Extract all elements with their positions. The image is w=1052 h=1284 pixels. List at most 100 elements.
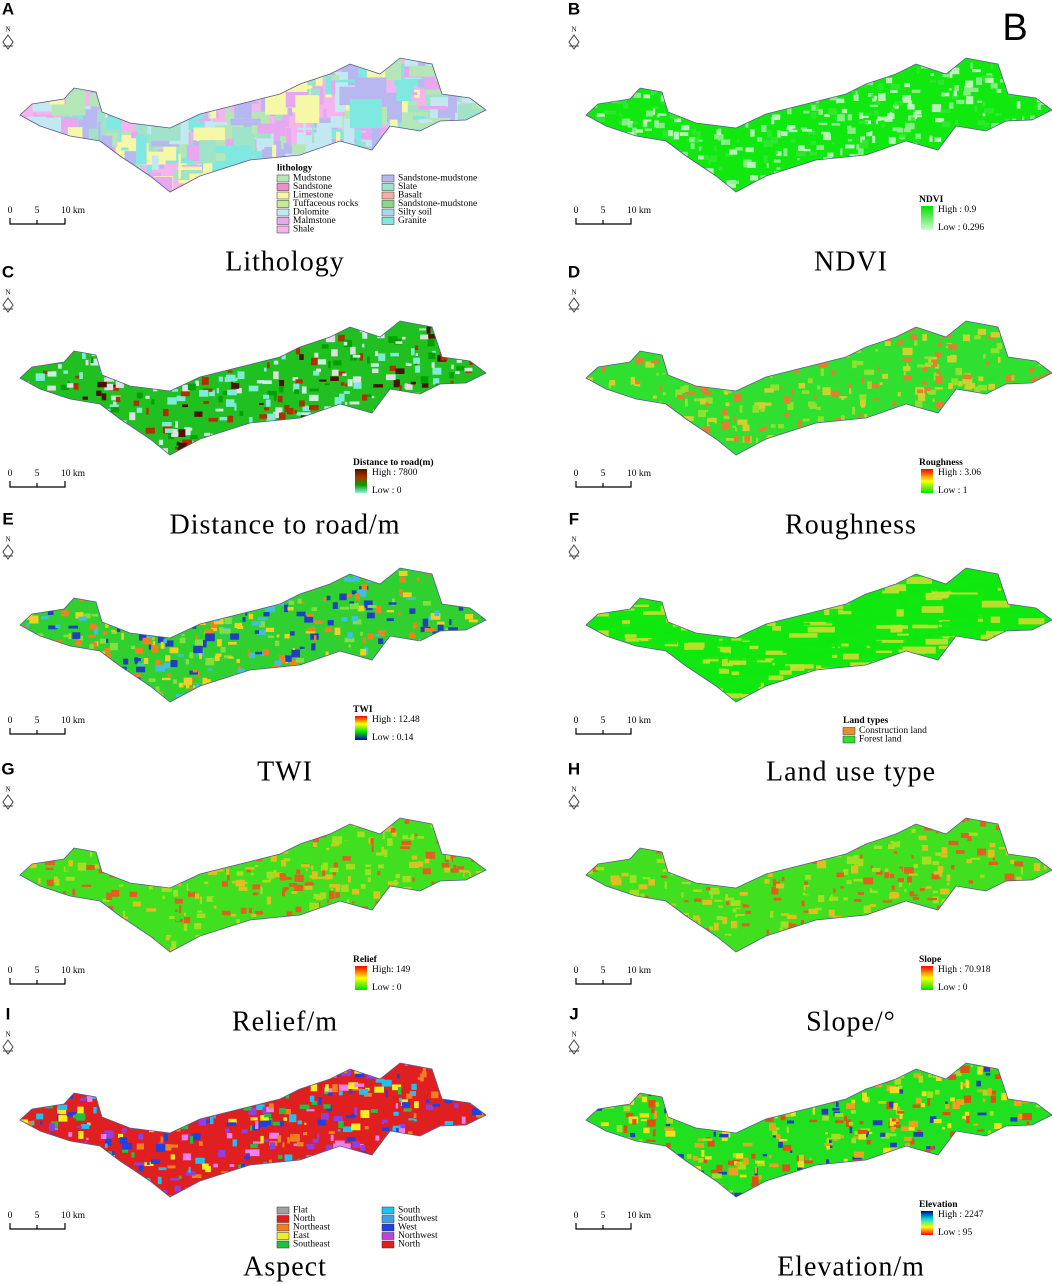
- map-texture: [357, 605, 365, 612]
- map-area: [586, 321, 1052, 455]
- map-texture: [143, 688, 148, 694]
- map-texture: [77, 830, 83, 835]
- map-texture: [384, 58, 402, 81]
- map-texture: [474, 850, 480, 856]
- map-texture: [191, 80, 204, 88]
- map-texture: [248, 585, 259, 589]
- map-texture: [817, 55, 821, 57]
- map-texture: [1000, 326, 1008, 331]
- map-texture: [153, 387, 158, 392]
- map-texture: [167, 92, 194, 102]
- map-texture: [255, 159, 281, 163]
- map-texture: [369, 824, 380, 830]
- map-texture: [160, 844, 171, 848]
- map-texture: [355, 934, 363, 942]
- map-texture: [20, 58, 22, 60]
- map-texture: [931, 359, 938, 367]
- map-texture: [68, 68, 72, 85]
- map-texture: [645, 81, 650, 86]
- map-texture: [898, 423, 909, 426]
- map-texture: [885, 584, 907, 592]
- map-texture: [257, 673, 261, 677]
- map-texture: [609, 568, 631, 570]
- map-texture: [267, 635, 275, 639]
- map-texture: [411, 833, 415, 841]
- map-texture: [31, 423, 35, 428]
- map-texture: [299, 441, 307, 449]
- map-texture: [997, 356, 1001, 363]
- map-texture: [717, 189, 727, 192]
- map-texture: [638, 673, 642, 677]
- map-texture: [702, 426, 711, 435]
- map-texture: [227, 687, 234, 692]
- map-texture: [1039, 690, 1043, 698]
- map-texture: [472, 400, 482, 407]
- map-texture: [46, 837, 51, 843]
- map-texture: [131, 586, 135, 589]
- map-texture: [841, 415, 845, 423]
- map-texture: [472, 64, 486, 73]
- map-texture: [102, 898, 110, 902]
- map-texture: [321, 919, 332, 923]
- map-texture: [99, 453, 103, 455]
- map-texture: [660, 409, 664, 414]
- map-texture: [424, 417, 433, 421]
- map-texture: [327, 911, 335, 915]
- map-texture: [264, 867, 268, 871]
- map-texture: [214, 179, 242, 192]
- map-texture: [626, 572, 638, 576]
- map-texture: [240, 586, 247, 589]
- map-texture: [157, 831, 167, 839]
- map-texture: [105, 107, 108, 118]
- map-texture: [132, 340, 139, 343]
- map-texture: [752, 568, 762, 574]
- map-texture: [120, 602, 123, 610]
- map-texture: [966, 705, 984, 707]
- map-texture: [148, 334, 159, 341]
- map-texture: [612, 60, 621, 64]
- map-texture: [875, 639, 907, 643]
- map-texture: [713, 145, 717, 152]
- map-texture: [486, 882, 493, 890]
- map-texture: [912, 683, 942, 692]
- map-texture: [274, 948, 285, 952]
- map-texture: [944, 347, 951, 356]
- map-texture: [929, 660, 937, 668]
- map-texture: [399, 50, 413, 57]
- map-texture: [58, 445, 68, 450]
- map-texture: [268, 687, 276, 691]
- map-texture: [208, 869, 217, 875]
- map-texture: [390, 352, 399, 357]
- map-texture: [131, 608, 140, 613]
- map-texture: [1040, 584, 1048, 588]
- map-texture: [611, 598, 631, 603]
- map-texture: [23, 905, 34, 913]
- map-texture: [405, 450, 415, 455]
- map-texture: [60, 58, 84, 71]
- map-texture: [827, 330, 837, 337]
- map-texture: [146, 407, 149, 415]
- map-texture: [1017, 668, 1030, 673]
- map-texture: [295, 672, 300, 677]
- map-texture: [490, 647, 494, 650]
- map-texture: [465, 695, 475, 701]
- map-area: [20, 568, 494, 702]
- map-texture: [72, 632, 81, 639]
- map-texture: [410, 881, 420, 886]
- map-texture: [999, 321, 1010, 327]
- map-texture: [339, 660, 347, 666]
- map-texture: [428, 334, 437, 339]
- map-texture: [720, 363, 724, 369]
- map-texture: [28, 136, 39, 167]
- map-texture: [815, 681, 846, 689]
- map-texture: [861, 66, 867, 71]
- map-texture: [117, 330, 124, 335]
- map-texture: [606, 134, 614, 142]
- map-texture: [246, 818, 254, 826]
- map-texture: [991, 183, 997, 189]
- map-texture: [273, 393, 277, 402]
- map-texture: [818, 109, 823, 115]
- map-texture: [919, 321, 930, 323]
- map-texture: [914, 169, 918, 175]
- map-texture: [888, 576, 899, 584]
